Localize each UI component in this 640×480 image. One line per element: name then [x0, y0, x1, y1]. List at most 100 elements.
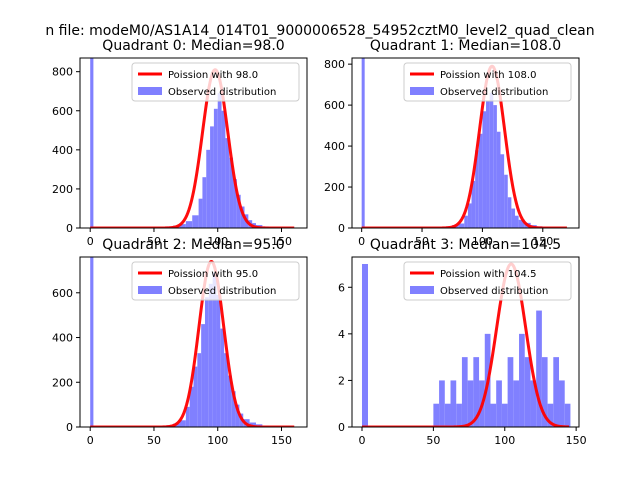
histogram-bar: [464, 215, 468, 228]
x-tick-label: 50: [147, 235, 161, 248]
y-tick-label: 800: [52, 66, 73, 79]
histogram-bar: [518, 219, 525, 228]
legend-entry-observed: Observed distribution: [168, 286, 276, 297]
y-tick-label: 600: [52, 105, 73, 118]
axes-frame: [351, 256, 580, 428]
histogram-bar: [236, 194, 241, 228]
y-tick-label: 6: [338, 281, 345, 294]
histogram-bar: [458, 223, 465, 228]
x-tick-label: 0: [87, 434, 94, 447]
histogram: [90, 257, 276, 427]
y-tick-label: 200: [324, 181, 345, 194]
histogram-bar: [179, 420, 186, 427]
histogram-bar: [208, 283, 213, 427]
histogram-bar: [553, 357, 560, 427]
y-tick-label: 800: [324, 58, 345, 71]
histogram-bar: [179, 224, 186, 228]
histogram-bar: [90, 58, 94, 228]
legend-entry-observed: Observed distribution: [440, 87, 548, 98]
histogram-bar: [547, 403, 554, 427]
histogram-bar: [201, 324, 205, 427]
histogram-bar: [224, 353, 228, 427]
y-tick-label: 200: [52, 376, 73, 389]
panel-quadrant-0: 0 50 100 150 0 200 400 600 800 Quadrant 0: Median…: [52, 38, 308, 248]
histogram-bar: [439, 380, 445, 427]
histogram-bar: [444, 403, 451, 427]
axes-frame: [351, 57, 580, 229]
y-tick-label: 0: [338, 222, 345, 235]
histogram-bar: [212, 272, 217, 427]
histogram-bar: [461, 357, 468, 427]
histogram-bar: [216, 295, 221, 427]
axes-frame: [79, 57, 308, 229]
legend-box: [131, 62, 300, 102]
y-tick-label: 400: [52, 144, 73, 157]
y-tick-label: 4: [338, 328, 345, 341]
histogram-bar: [189, 386, 194, 427]
legend-entry-observed: Observed distribution: [440, 286, 548, 297]
histogram-bar: [507, 357, 514, 427]
legend-box: [403, 62, 572, 102]
histogram-bar: [185, 406, 190, 427]
histogram-bar: [478, 133, 483, 228]
histogram-bar: [501, 403, 508, 427]
histogram-bar: [486, 101, 490, 228]
histogram-bar: [489, 92, 494, 228]
histogram-bar: [206, 149, 211, 228]
x-tick-label: 0: [358, 434, 365, 447]
y-tick-label: 2: [338, 374, 345, 387]
y-tick-label: 200: [52, 183, 73, 196]
histogram: [361, 58, 549, 228]
legend-bar-swatch: [410, 286, 434, 294]
y-tick-label: 0: [66, 421, 73, 434]
histogram-bar: [456, 403, 462, 427]
x-tick-label: 100: [494, 434, 515, 447]
panel-title: Quadrant 1: Median=108.0: [370, 38, 561, 54]
panel-title: Quadrant 2: Median=95.0: [102, 237, 284, 253]
legend: Poission with 104.5 Observed distribution: [403, 261, 572, 301]
x-tick-label: 150: [271, 235, 292, 248]
axes-frame: [79, 256, 308, 428]
histogram-bar: [197, 353, 202, 427]
panel-quadrant-3: 0 50 100 150 0 2 4 6 Quadrant 3: Median=104.5 Poi…: [338, 237, 587, 447]
panel-quadrant-2: 0 50 100 150 0 200 400 600 Quadrant 2: Median=95…: [52, 237, 308, 447]
histogram-bar: [496, 380, 502, 427]
histogram-bar: [249, 422, 256, 427]
legend-entry-poisson: Poission with 98.0: [168, 70, 258, 81]
histogram-bar: [504, 174, 508, 228]
legend: Poission with 98.0 Observed distribution: [131, 62, 300, 102]
y-tick-label: 600: [324, 99, 345, 112]
x-tick-label: 0: [87, 235, 94, 248]
legend-entry-poisson: Poission with 95.0: [168, 269, 258, 280]
legend-entry-poisson: Poission with 104.5: [440, 269, 536, 280]
histogram-bar: [467, 380, 474, 427]
x-tick-label: 150: [566, 434, 587, 447]
legend-bar-swatch: [410, 87, 434, 95]
figure-suptitle: n file: modeM0/AS1A14_014T01_9000006528_…: [45, 23, 594, 39]
histogram-bar: [229, 157, 234, 228]
poisson-curve: [360, 64, 568, 228]
histogram-bar: [467, 203, 472, 228]
histogram-bar: [450, 380, 457, 427]
legend-bar-swatch: [138, 286, 162, 294]
legend-box: [131, 261, 300, 301]
panel-title: Quadrant 0: Median=98.0: [102, 38, 284, 54]
histogram-bar: [210, 126, 214, 228]
histogram-bar: [541, 357, 548, 427]
histogram-bar: [513, 380, 520, 427]
histogram-bar: [559, 380, 565, 427]
x-tick-label: 50: [147, 434, 161, 447]
histogram-bar: [496, 131, 501, 228]
legend: Poission with 95.0 Observed distribution: [131, 261, 300, 301]
histogram-bar: [217, 93, 222, 228]
poisson-curve: [361, 262, 570, 427]
histogram-bar: [240, 206, 245, 228]
x-tick-label: 0: [358, 235, 365, 248]
x-tick-label: 150: [532, 235, 553, 248]
legend: Poission with 108.0 Observed distribution: [403, 62, 572, 102]
histogram-bar: [536, 310, 542, 427]
histogram-bar: [500, 154, 505, 228]
x-tick-label: 100: [472, 235, 493, 248]
y-tick-label: 400: [52, 332, 73, 345]
